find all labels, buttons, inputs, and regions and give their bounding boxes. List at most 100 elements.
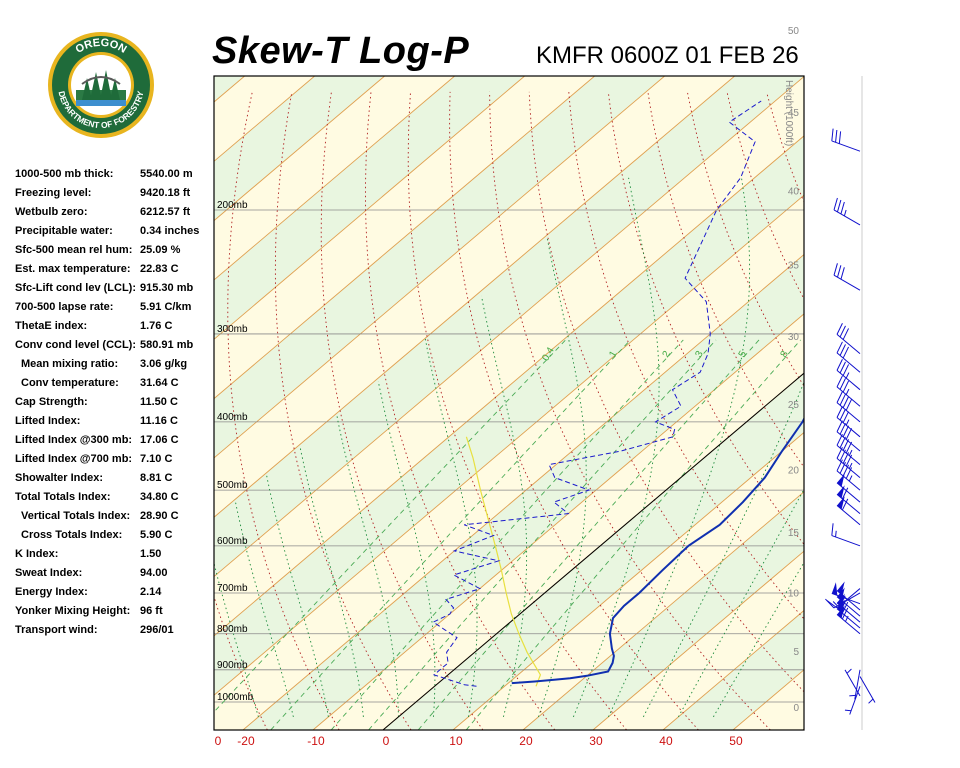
index-value: 2.14 bbox=[140, 586, 162, 598]
wind-barb-full bbox=[845, 398, 853, 411]
wind-barb-flag bbox=[837, 473, 845, 487]
logo-top-text: OREGON bbox=[74, 37, 129, 56]
index-label: Est. max temperature: bbox=[15, 263, 131, 275]
wind-barb bbox=[836, 391, 861, 423]
isotherm-line bbox=[0, 76, 105, 730]
index-label: Precipitable water: bbox=[15, 225, 113, 237]
wind-barb-staff bbox=[836, 588, 861, 609]
wind-barb-staff bbox=[859, 676, 876, 703]
index-label: Sfc-500 mean rel hum: bbox=[15, 244, 133, 256]
index-row: Sweat Index: 94.00 bbox=[15, 567, 215, 586]
index-row: Wetbulb zero: 6212.57 ft bbox=[15, 206, 215, 225]
index-label: Conv cond level (CCL): bbox=[15, 339, 137, 351]
wind-barb-staff bbox=[836, 590, 861, 611]
wind-barb bbox=[836, 485, 861, 515]
isotherm-band bbox=[943, 76, 960, 730]
isotherm-line bbox=[214, 76, 525, 340]
wind-barb-half bbox=[868, 698, 874, 704]
index-value: 915.30 mb bbox=[140, 282, 194, 294]
isotherm-line bbox=[662, 609, 804, 730]
index-label: Energy Index: bbox=[15, 586, 88, 598]
index-label: Mean mixing ratio: bbox=[21, 358, 119, 370]
wind-barb bbox=[833, 197, 861, 226]
wind-barb bbox=[833, 263, 861, 291]
index-label: Total Totals Index: bbox=[15, 491, 111, 503]
wind-barb-half bbox=[843, 209, 847, 217]
wind-barb bbox=[836, 375, 861, 407]
oregon-forestry-logo: OREGON DEPARTMENT OF FORESTRY bbox=[48, 32, 154, 138]
index-value: 5.91 C/km bbox=[140, 301, 192, 313]
wind-barb-full bbox=[840, 267, 845, 280]
index-row: Energy Index: 2.14 bbox=[15, 586, 215, 605]
wind-barb-full bbox=[839, 378, 846, 390]
temperature-tick-label: 40 bbox=[659, 734, 673, 748]
wind-barb-half bbox=[845, 372, 850, 379]
wind-barb bbox=[844, 686, 861, 715]
isotherm-band bbox=[0, 76, 175, 730]
pressure-label: 400mb bbox=[217, 412, 248, 423]
index-row: ThetaE index: 1.76 C bbox=[15, 320, 215, 339]
index-label: Lifted Index @300 mb: bbox=[15, 434, 133, 446]
wind-barb-full bbox=[842, 346, 850, 359]
temperature-tick-label: -10 bbox=[307, 734, 325, 748]
temperature-tick-label: 0 bbox=[383, 734, 390, 748]
index-row: Showalter Index: 8.81 C bbox=[15, 472, 215, 491]
pressure-label: 200mb bbox=[217, 200, 248, 211]
wind-barb-staff bbox=[836, 370, 861, 391]
mixing-ratio-label: 3 bbox=[693, 349, 706, 360]
wind-barb-full bbox=[839, 393, 846, 406]
index-row: K Index: 1.50 bbox=[15, 548, 215, 567]
index-label: Lifted Index: bbox=[15, 415, 81, 427]
index-value: 5.90 C bbox=[140, 529, 173, 541]
index-value: 25.09 % bbox=[140, 244, 181, 256]
wind-barb-full bbox=[839, 344, 846, 356]
wind-barb-full bbox=[835, 129, 838, 143]
dry-adiabat bbox=[885, 92, 960, 730]
wind-barb-staff bbox=[831, 140, 861, 152]
wind-barb-half bbox=[845, 388, 850, 395]
wind-barb-staff bbox=[836, 334, 861, 355]
isotherm-line bbox=[214, 76, 245, 103]
index-row: Vertical Totals Index: 28.90 C bbox=[15, 510, 215, 529]
wind-barb-staff bbox=[836, 457, 861, 479]
dry-adiabat bbox=[647, 91, 804, 468]
plot-frame bbox=[213, 75, 805, 731]
isotherm-line bbox=[242, 253, 804, 730]
index-value: 31.64 C bbox=[140, 377, 179, 389]
height-tick-label: 30 bbox=[788, 332, 800, 343]
index-label: Wetbulb zero: bbox=[15, 206, 88, 218]
wind-barb bbox=[836, 581, 861, 611]
index-value: 6212.57 ft bbox=[140, 206, 191, 218]
index-row: Lifted Index @300 mb: 17.06 C bbox=[15, 434, 215, 453]
wind-barb-full bbox=[837, 265, 842, 278]
height-tick-label: 10 bbox=[788, 589, 800, 600]
isotherm-line bbox=[214, 76, 595, 400]
wind-barb bbox=[825, 592, 861, 609]
index-row: Freezing level: 9420.18 ft bbox=[15, 187, 215, 206]
wind-barb-full bbox=[839, 408, 846, 421]
index-row: Cap Strength: 11.50 C bbox=[15, 396, 215, 415]
dry-adiabat bbox=[686, 91, 804, 387]
wind-barb-full bbox=[831, 523, 834, 536]
index-row: 1000-500 mb thick: 5540.00 m bbox=[15, 168, 215, 187]
pressure-label: 700mb bbox=[217, 583, 248, 594]
isotherm-line bbox=[873, 76, 960, 730]
temperature-tick-label: 10 bbox=[449, 734, 463, 748]
mixing-ratio-lines: 0.4 1 2 3 5 8 bbox=[214, 339, 801, 730]
dry-adiabat bbox=[925, 92, 960, 730]
isotherm-band bbox=[214, 135, 804, 696]
index-value: 8.81 C bbox=[140, 472, 173, 484]
wind-barb-full bbox=[833, 197, 838, 211]
wind-barb-full bbox=[842, 328, 850, 340]
wind-barb-staff bbox=[836, 402, 861, 423]
index-row: Est. max temperature: 22.83 C bbox=[15, 263, 215, 282]
height-tick-label: 35 bbox=[788, 261, 800, 272]
index-label: Cap Strength: bbox=[15, 396, 88, 408]
wind-barb-full bbox=[826, 600, 838, 609]
wind-barb-staff bbox=[836, 352, 861, 373]
wind-barb-full bbox=[836, 359, 843, 371]
moist-adiabat bbox=[537, 239, 587, 718]
wind-barb-full bbox=[836, 375, 843, 388]
dry-adiabat bbox=[127, 92, 196, 730]
parcel-trace bbox=[465, 436, 542, 687]
